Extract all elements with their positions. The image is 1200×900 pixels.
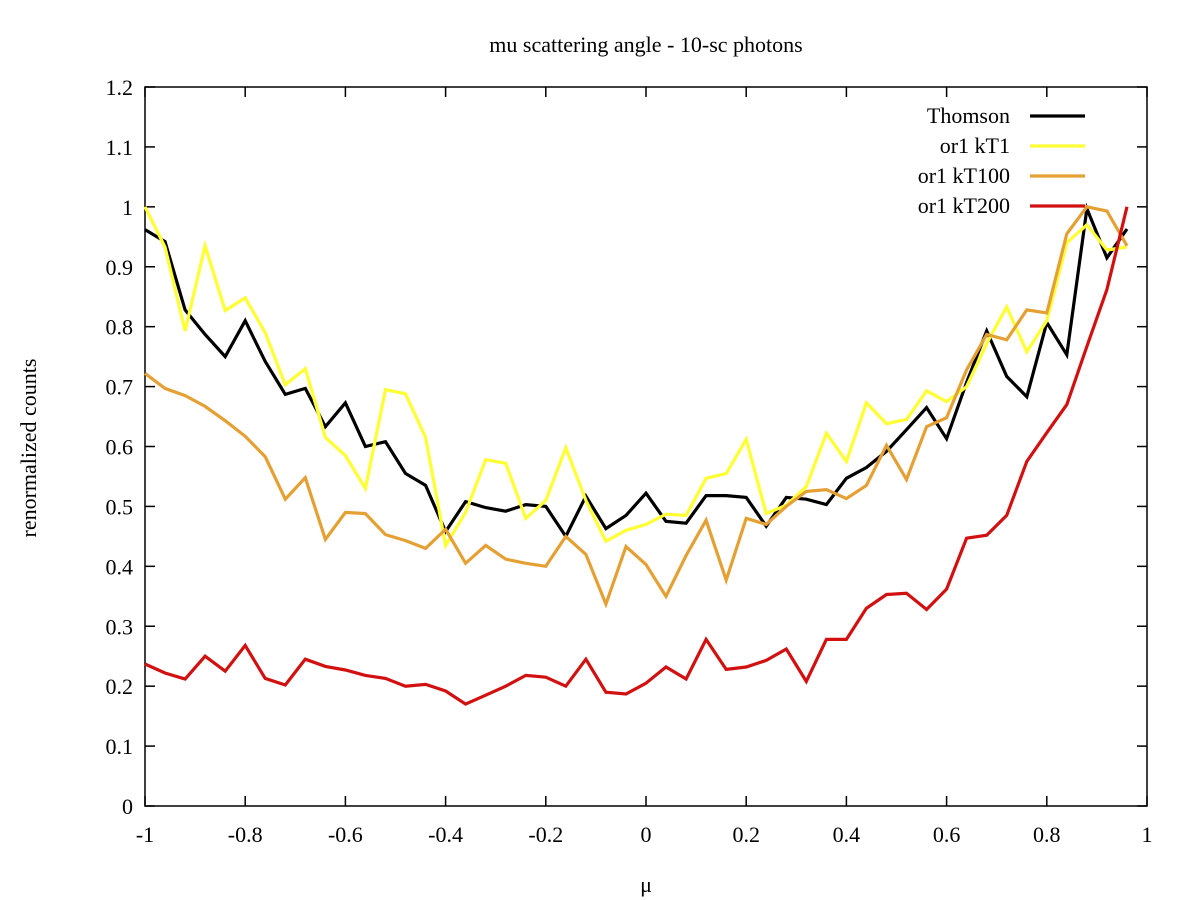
series-line-or1-kt100 — [144, 205, 1129, 609]
x-axis-label: μ — [640, 872, 652, 897]
y-axis-label: renormalized counts — [16, 359, 41, 538]
legend-label: or1 kT100 — [918, 163, 1010, 188]
x-tick-label: 0.8 — [1033, 822, 1061, 847]
x-tick-label: 0.4 — [833, 822, 861, 847]
y-tick-label: 0.9 — [106, 255, 134, 280]
x-tick-label: -0.2 — [528, 822, 563, 847]
y-tick-label: 0.7 — [106, 375, 134, 400]
x-tick-label: 0.2 — [732, 822, 760, 847]
y-tick-label: 0.6 — [106, 435, 134, 460]
series-line-or1-kt1 — [143, 206, 1128, 550]
series-layer — [143, 202, 1129, 706]
legend: Thomson or1 kT1 or1 kT100 or1 kT200 — [918, 103, 1085, 218]
x-tick-label: 0.6 — [933, 822, 961, 847]
x-tick-label: 1 — [1142, 822, 1153, 847]
x-tick-label: -1 — [136, 822, 154, 847]
y-axis: 0 0.1 0.2 0.3 0.4 0.5 0.6 0.7 0.8 0.9 1 1.1 1.2 — [106, 75, 1147, 819]
y-tick-label: 0.4 — [106, 554, 134, 579]
y-tick-label: 0 — [122, 794, 133, 819]
legend-label: or1 kT1 — [940, 133, 1010, 158]
series-line-or1-kt200 — [144, 206, 1129, 706]
y-tick-label: 0.3 — [106, 614, 134, 639]
x-tick-label: -0.8 — [228, 822, 263, 847]
x-tick-label: 0 — [641, 822, 652, 847]
chart-title: mu scattering angle - 10-sc photons — [489, 32, 802, 57]
series-line-thomson — [144, 202, 1129, 540]
y-tick-label: 1 — [122, 195, 133, 220]
y-tick-label: 1.1 — [106, 135, 134, 160]
y-tick-label: 0.5 — [106, 494, 134, 519]
x-tick-label: -0.6 — [328, 822, 363, 847]
legend-label: or1 kT200 — [918, 193, 1010, 218]
x-tick-label: -0.4 — [428, 822, 463, 847]
legend-label: Thomson — [927, 103, 1010, 128]
y-tick-label: 1.2 — [106, 75, 134, 100]
y-tick-label: 0.2 — [106, 674, 134, 699]
x-axis: -1 -0.8 -0.6 -0.4 -0.2 0 0.2 0.4 0.6 0.8 1 — [136, 87, 1153, 847]
y-tick-label: 0.1 — [106, 734, 134, 759]
y-tick-label: 0.8 — [106, 315, 134, 340]
